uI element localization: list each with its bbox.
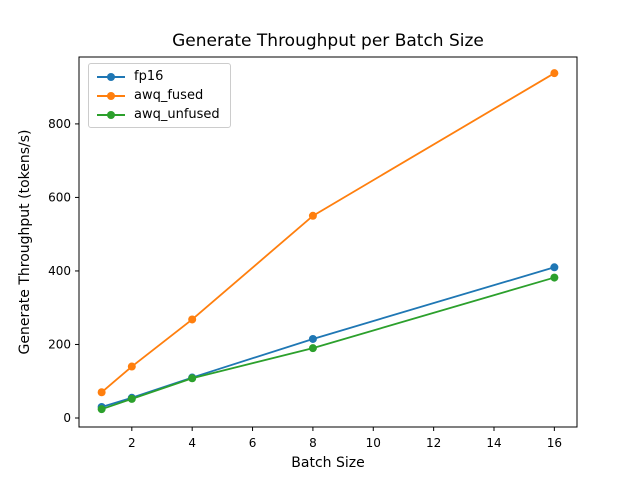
y-tick-label: 200 (48, 337, 71, 351)
x-axis-label: Batch Size (291, 455, 365, 471)
line-marker-icon (97, 91, 125, 101)
legend-item-awq-fused: awq_fused (97, 89, 222, 102)
x-tick-label: 4 (188, 436, 196, 450)
data-point-awq_unfused (97, 405, 106, 414)
data-point-fp16 (550, 263, 559, 272)
plot-frame (78, 56, 578, 428)
y-axis-label: Generate Throughput (tokens/s) (17, 129, 33, 355)
data-point-awq_fused (127, 362, 136, 371)
y-tick-label: 0 (63, 411, 71, 425)
y-tick-label: 600 (48, 190, 71, 204)
legend-label: awq_unfused (134, 107, 220, 122)
data-point-awq_unfused (127, 394, 136, 403)
legend-item-fp16: fp16 (97, 70, 222, 83)
x-tick-label: 10 (366, 436, 381, 450)
data-point-awq_fused (308, 211, 317, 220)
data-point-awq_fused (97, 388, 106, 397)
data-point-awq_unfused (550, 273, 559, 282)
y-tick-label: 400 (48, 264, 71, 278)
x-tick-label: 16 (547, 436, 562, 450)
legend-item-awq-unfused: awq_unfused (97, 108, 222, 121)
line-marker-icon (97, 72, 125, 82)
line-marker-icon (97, 110, 125, 120)
x-tick-label: 14 (486, 436, 501, 450)
data-point-fp16 (308, 334, 317, 343)
legend-label: fp16 (134, 69, 164, 84)
x-tick-label: 12 (426, 436, 441, 450)
legend: fp16 awq_fused awq_unfused (88, 63, 231, 128)
chart-title: Generate Throughput per Batch Size (172, 31, 484, 51)
data-point-awq_fused (550, 69, 559, 78)
legend-label: awq_fused (134, 88, 204, 103)
data-point-awq_unfused (188, 374, 197, 383)
y-tick-label: 800 (48, 117, 71, 131)
x-tick-label: 6 (249, 436, 257, 450)
series-line-awq_unfused (101, 276, 555, 411)
x-tick-label: 2 (128, 436, 136, 450)
data-point-awq_fused (188, 315, 197, 324)
data-point-awq_unfused (308, 344, 317, 353)
x-tick-label: 8 (309, 436, 317, 450)
